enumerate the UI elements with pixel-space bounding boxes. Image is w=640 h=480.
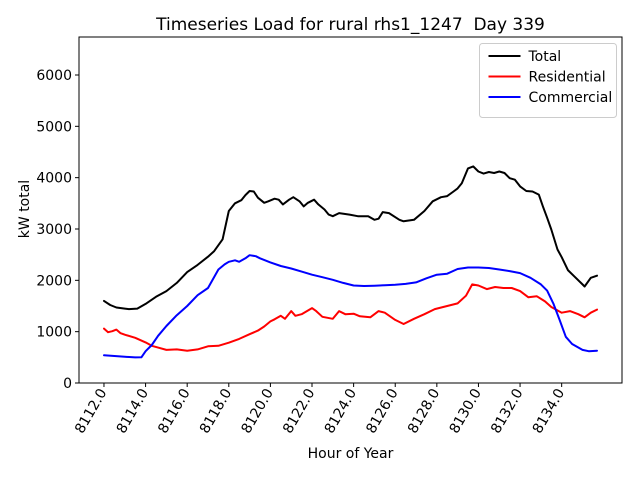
series-line-residential [103,283,598,352]
series-line-total [103,165,598,311]
x-tick-label: 8134.0 [530,386,568,436]
legend-label-commercial: Commercial [529,90,613,106]
legend-label-residential: Residential [529,70,606,86]
y-tick-label: 0 [63,376,72,392]
x-tick-label: 8118.0 [197,386,235,436]
y-tick-label: 1000 [36,325,72,341]
chart-title: Timeseries Load for rural rhs1_1247 Day … [156,15,545,35]
legend-label-total: Total [528,49,562,65]
y-tick-label: 3000 [36,222,72,238]
x-tick-label: 8124.0 [322,386,360,436]
x-tick-label: 8112.0 [72,386,110,436]
x-tick-label: 8114.0 [114,386,152,436]
y-tick-label: 5000 [36,119,72,135]
x-tick-label: 8122.0 [280,386,318,436]
y-tick-label: 4000 [36,171,72,187]
x-tick-label: 8132.0 [488,386,526,436]
y-tick-label: 6000 [36,68,72,84]
x-tick-label: 8116.0 [155,386,193,436]
x-tick-label: 8120.0 [239,386,277,436]
x-tick-label: 8128.0 [405,386,443,436]
y-tick-label: 2000 [36,273,72,289]
x-tick-label: 8130.0 [447,386,485,436]
legend-box [479,43,617,118]
series-line-commercial [103,254,598,359]
x-tick-label: 8126.0 [363,386,401,436]
x-axis-label: Hour of Year [307,446,394,462]
